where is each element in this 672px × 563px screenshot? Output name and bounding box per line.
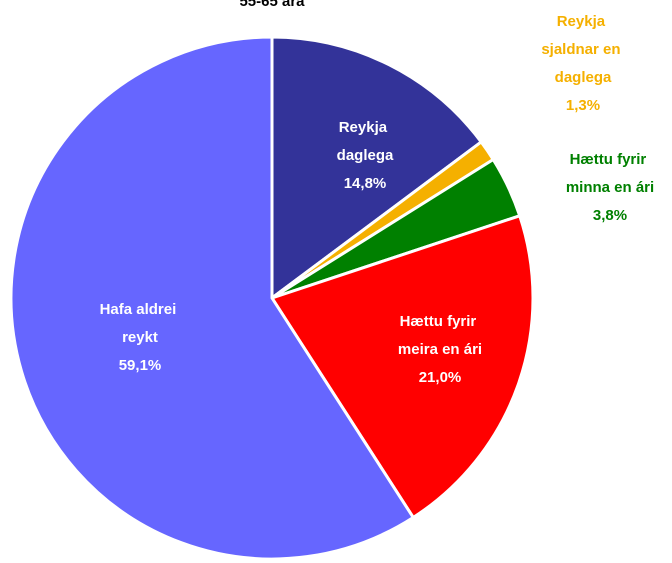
- pie-slice: [270, 35, 484, 301]
- value-label: 3,8%: [593, 207, 627, 224]
- label-line: reykt: [122, 329, 158, 346]
- value-label: 59,1%: [119, 357, 162, 374]
- slice-label: Hafa aldrei reykt: [100, 301, 181, 346]
- label-line: minna en ári: [566, 179, 654, 196]
- slice-label: Reykja sjaldnar en daglega: [541, 13, 624, 86]
- slice-label: Hættu fyrir minna en ári: [566, 151, 654, 196]
- slice-label: Reykja daglega: [337, 119, 394, 164]
- value-label: 21,0%: [419, 369, 462, 386]
- label-line: Reykja: [339, 119, 392, 136]
- label-line: daglega: [337, 147, 394, 164]
- value-label: 1,3%: [566, 97, 600, 114]
- label-line: Hættu fyrir: [400, 313, 481, 330]
- chart-title: 55-65 ára: [239, 0, 305, 10]
- pie-slice: [9, 35, 416, 561]
- value-label: 14,8%: [344, 175, 387, 192]
- label-line: daglega: [555, 69, 612, 86]
- label-line: Hafa aldrei: [100, 301, 181, 318]
- label-line: Reykja: [557, 13, 610, 30]
- label-line: meira en ári: [398, 341, 482, 358]
- label-line: sjaldnar en: [541, 41, 624, 58]
- label-line: Hættu fyrir: [570, 151, 651, 168]
- slice-label: Hættu fyrir meira en ári: [398, 313, 482, 358]
- pie-slice: [269, 213, 535, 520]
